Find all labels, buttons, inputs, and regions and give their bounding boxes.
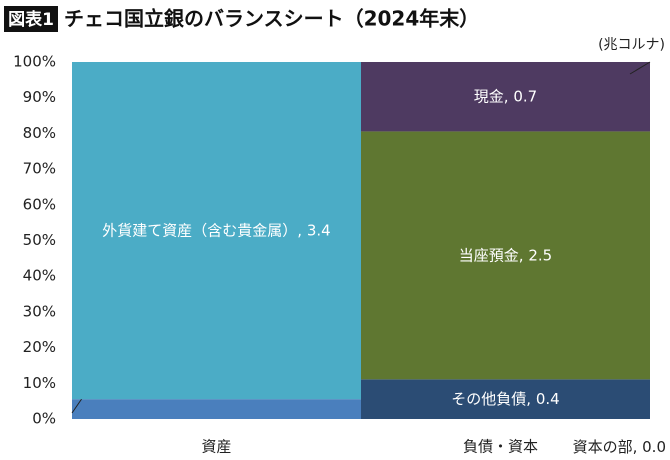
y-tick-label: 20%	[23, 338, 56, 356]
value-label: , 3.4	[297, 221, 330, 239]
bar-segment	[72, 399, 361, 419]
y-tick-label: 80%	[23, 124, 56, 142]
series-name: その他負債	[451, 390, 526, 408]
y-tick-label: 60%	[23, 195, 56, 213]
y-tick-label: 50%	[23, 231, 56, 249]
data-label: 資本の部, 0.0	[573, 438, 666, 456]
series-name: 当座預金	[459, 246, 519, 264]
series-name: 現金	[474, 87, 504, 105]
y-tick-label: 10%	[23, 374, 56, 392]
bar-segment	[361, 379, 650, 419]
y-tick-label: 100%	[13, 53, 56, 71]
y-tick-label: 40%	[23, 267, 56, 285]
value-label: , 0.7	[504, 87, 537, 105]
value-label: , 2.5	[519, 246, 552, 264]
unit-label: (兆コルナ)	[598, 37, 665, 53]
y-tick-label: 0%	[32, 410, 56, 428]
bar-segment	[72, 62, 361, 400]
bar-segment	[361, 131, 650, 380]
x-tick-label: 資産	[201, 438, 231, 456]
data-label: 当座預金, 2.5	[459, 246, 552, 264]
y-tick-label: 70%	[23, 160, 56, 178]
figure-label-box	[4, 6, 58, 32]
y-tick-label: 30%	[23, 302, 56, 320]
value-label: , 0.0	[633, 438, 666, 456]
chart-title: チェコ国立銀のバランスシート（2024年末）	[64, 7, 479, 31]
series-name: 資本の部	[573, 438, 633, 456]
x-tick-label: 負債・資本	[463, 438, 538, 456]
data-label: その他負債, 0.4	[451, 390, 559, 408]
data-label: 外貨建て資産（含む貴金属）, 3.4	[102, 221, 330, 239]
series-name: 外貨建て資産（含む貴金属）	[102, 221, 297, 239]
value-label: , 0.4	[526, 390, 559, 408]
figure-label: 図表1	[8, 9, 54, 30]
leader-line	[629, 61, 651, 75]
data-label: 現金, 0.7	[474, 87, 537, 105]
y-tick-label: 90%	[23, 88, 56, 106]
bar-segment	[361, 62, 650, 132]
